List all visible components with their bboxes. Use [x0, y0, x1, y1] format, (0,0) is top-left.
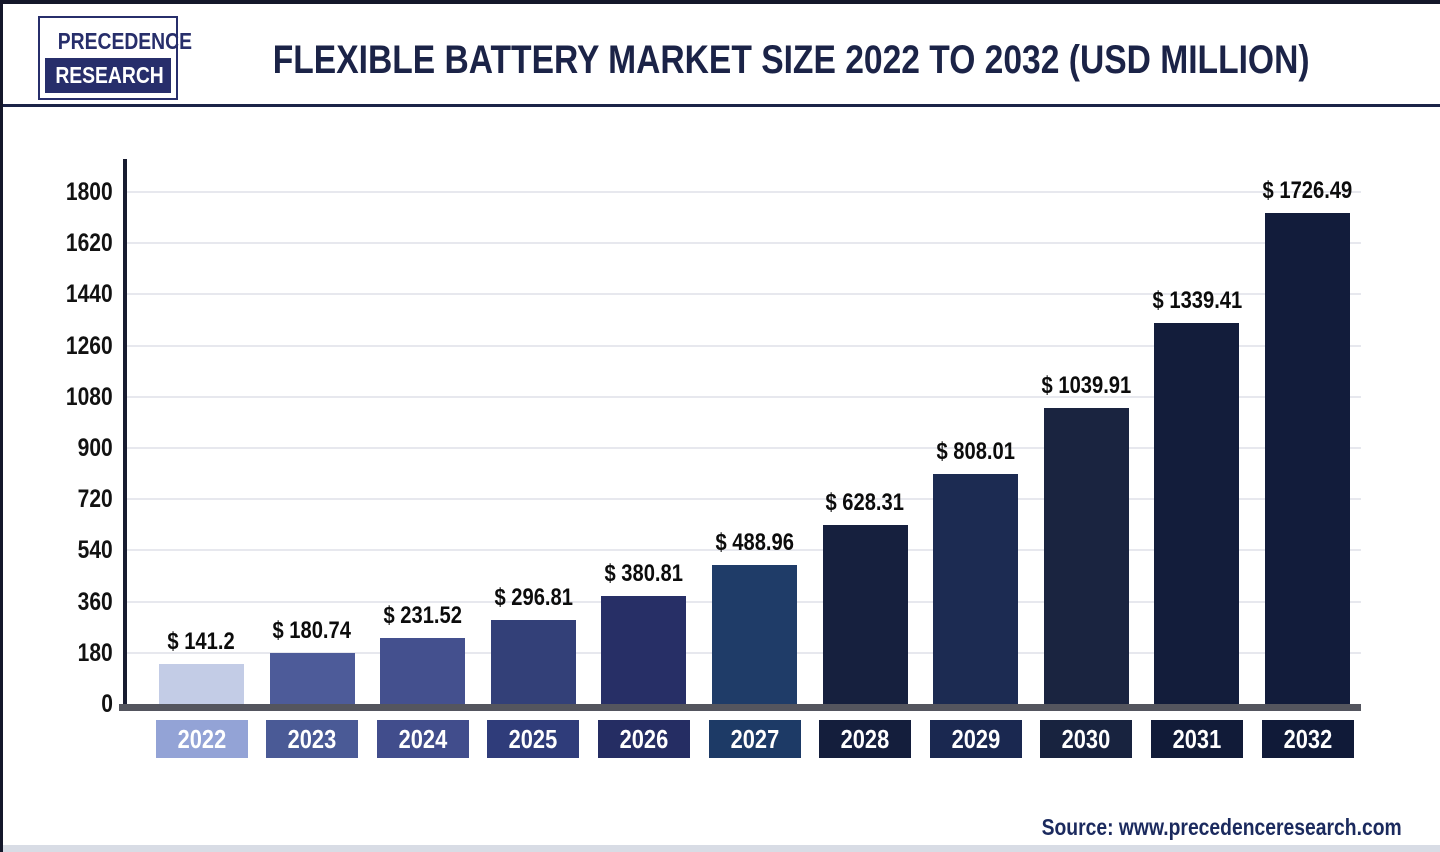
bottom-border: [3, 845, 1440, 852]
gridline-1620: [127, 242, 1361, 245]
bar-value-2025: $ 296.81: [494, 583, 573, 611]
y-tick-900: 900: [77, 434, 113, 462]
bar-2030: [1043, 408, 1129, 704]
bar-2032: [1265, 212, 1350, 704]
bar-value-2032: $ 1726.49: [1262, 176, 1353, 204]
gridline-1440: [127, 293, 1361, 296]
source-credit[interactable]: Source: www.precedenceresearch.com: [1041, 814, 1402, 840]
x-label-2031: 2031: [1150, 720, 1243, 758]
precedence-research-logo: PRECEDENCE RESEARCH: [38, 16, 192, 100]
logo-line2: RESEARCH: [45, 58, 171, 93]
bar-2026: [601, 595, 687, 704]
logo-line1: PRECEDENCE: [57, 28, 192, 54]
bar-2028: [822, 525, 908, 704]
y-tick-720: 720: [77, 485, 113, 514]
bar-2029: [933, 474, 1019, 704]
y-tick-360: 360: [77, 587, 113, 616]
y-tick-1620: 1620: [66, 229, 113, 258]
y-tick-1440: 1440: [66, 280, 113, 309]
bar-value-2028: $ 628.31: [825, 489, 905, 517]
x-label-2023: 2023: [266, 720, 359, 758]
header-divider: [3, 104, 1440, 107]
y-axis-line: [123, 159, 127, 711]
bar-2025: [490, 619, 576, 704]
x-axis-baseline: [119, 704, 1361, 711]
y-tick-1260: 1260: [66, 331, 113, 360]
x-label-2024: 2024: [376, 720, 469, 758]
gridline-900: [127, 447, 1361, 449]
x-label-2028: 2028: [819, 720, 912, 758]
bar-value-2027: $ 488.96: [715, 528, 794, 556]
x-label-2029: 2029: [929, 720, 1022, 758]
x-label-2026: 2026: [597, 720, 690, 758]
bar-value-2024: $ 231.52: [383, 602, 462, 630]
x-label-2025: 2025: [487, 720, 580, 758]
bar-2027: [712, 564, 797, 704]
x-label-2030: 2030: [1040, 720, 1133, 758]
x-label-2032: 2032: [1261, 720, 1354, 758]
bar-chart: 0 180 360 540 720 900 1080 1260 1440 1620 1800 $ 14…: [3, 4, 1440, 852]
gridline-1800: [127, 191, 1361, 193]
y-tick-1800: 1800: [66, 178, 113, 206]
x-label-2022: 2022: [155, 720, 248, 758]
y-tick-540: 540: [77, 536, 113, 565]
bar-2031: [1154, 323, 1240, 704]
bar-value-2026: $ 380.81: [604, 559, 684, 587]
bar-value-2023: $ 180.74: [272, 616, 352, 644]
bar-2024: [380, 638, 466, 704]
gridline-1080: [127, 395, 1361, 398]
y-tick-180: 180: [77, 638, 113, 667]
bar-value-2029: $ 808.01: [936, 438, 1015, 466]
bar-2023: [269, 652, 355, 704]
gridline-720: [127, 498, 1361, 501]
gridline-540: [127, 549, 1361, 552]
x-label-2027: 2027: [708, 720, 801, 758]
bar-value-2031: $ 1339.41: [1152, 287, 1242, 314]
y-tick-1080: 1080: [66, 382, 113, 411]
gridline-1260: [127, 344, 1361, 347]
page-title: FLEXIBLE BATTERY MARKET SIZE 2022 TO 203…: [273, 38, 1310, 82]
bar-value-2030: $ 1039.91: [1041, 372, 1132, 400]
bar-value-2022: $ 141.2: [167, 627, 236, 655]
y-tick-0: 0: [101, 690, 113, 718]
bar-2022: [159, 663, 244, 704]
